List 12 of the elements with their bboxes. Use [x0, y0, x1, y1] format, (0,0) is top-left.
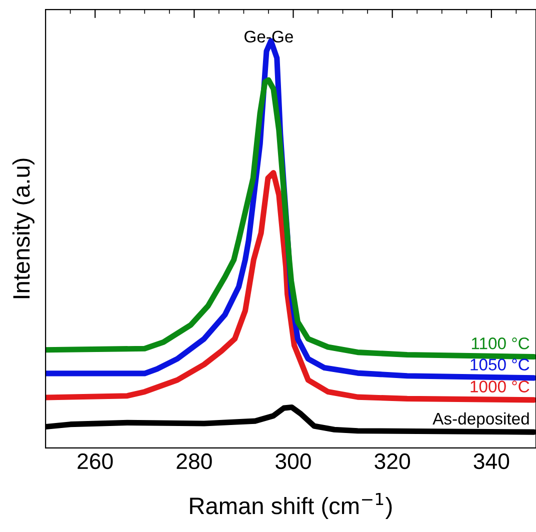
- annotation: Ge-Ge: [244, 30, 293, 43]
- series-label: As-deposited: [432, 412, 529, 428]
- x-tick-label: 320: [374, 453, 410, 470]
- series-label: 1100 °C: [472, 338, 530, 350]
- x-tick-label: 300: [276, 453, 311, 470]
- x-tick-label: 260: [78, 453, 113, 470]
- series-label: 1000 °C: [470, 380, 530, 392]
- y-axis-title: Intensity (a.u): [12, 158, 34, 298]
- x-tick-label: 340: [474, 453, 510, 470]
- series-label: 1050 °C: [470, 358, 530, 370]
- x-tick-label: 280: [176, 453, 212, 470]
- x-axis-title: Raman shift (cm$^{−1}$): [190, 492, 392, 519]
